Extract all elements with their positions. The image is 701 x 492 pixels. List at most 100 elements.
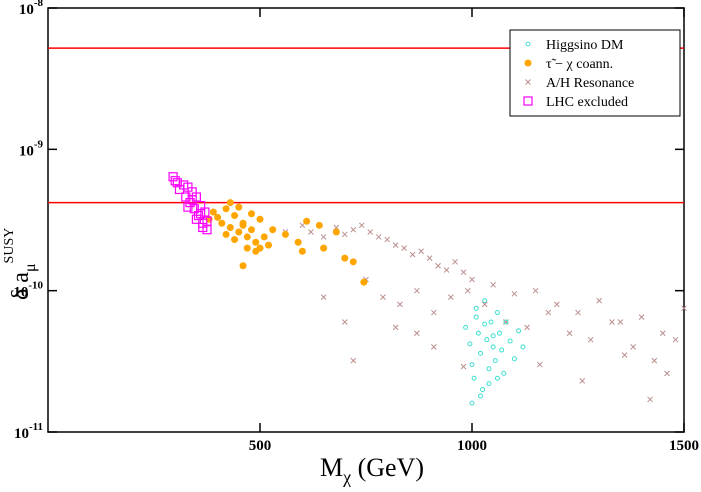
- point: [392, 242, 399, 248]
- point: [226, 223, 234, 231]
- y-tick-label: 10-11: [14, 421, 43, 442]
- point: [367, 229, 374, 235]
- point: [414, 330, 420, 337]
- point: [235, 228, 243, 236]
- plot-frame: [47, 7, 685, 433]
- y-tick-label: 10-8: [19, 0, 44, 18]
- point: [524, 59, 532, 67]
- point: [553, 301, 560, 308]
- point: [218, 219, 226, 227]
- point: [469, 276, 475, 283]
- point: [609, 319, 615, 325]
- point: [579, 378, 586, 384]
- point: [587, 336, 594, 343]
- point: [239, 262, 247, 270]
- point: [520, 344, 526, 350]
- point: [499, 347, 505, 353]
- point: [231, 212, 239, 220]
- point: [471, 375, 477, 381]
- point: [264, 241, 272, 249]
- point: [523, 96, 533, 106]
- point: [380, 294, 386, 300]
- point: [482, 321, 488, 327]
- point: [477, 393, 483, 399]
- point: [486, 381, 492, 387]
- point: [490, 333, 496, 339]
- point: [298, 247, 306, 255]
- point: [214, 213, 222, 221]
- point: [525, 41, 531, 47]
- point: [507, 338, 513, 344]
- point: [664, 370, 670, 377]
- point: [172, 178, 182, 188]
- point: [243, 244, 251, 252]
- point: [452, 258, 458, 265]
- point: [621, 352, 628, 358]
- point: [350, 226, 357, 233]
- point: [384, 236, 391, 243]
- point: [525, 79, 531, 85]
- y-tick-label: 10-10: [13, 280, 43, 301]
- point: [239, 221, 247, 229]
- point: [681, 305, 687, 312]
- point: [480, 386, 486, 392]
- point: [524, 324, 530, 331]
- legend-label: τ̃ − χ coann.: [546, 57, 613, 72]
- point: [231, 236, 239, 244]
- point: [443, 267, 450, 273]
- legend-box: [509, 29, 681, 117]
- x-axis-label: Mχ (GeV): [320, 453, 424, 487]
- point: [494, 375, 500, 381]
- point: [460, 363, 467, 370]
- point: [187, 195, 197, 205]
- point: [303, 217, 311, 225]
- point: [464, 287, 471, 294]
- point: [503, 319, 509, 325]
- point: [501, 370, 507, 376]
- point: [418, 248, 424, 255]
- point: [647, 396, 653, 403]
- point: [447, 294, 454, 300]
- point: [222, 230, 230, 238]
- point: [349, 258, 357, 266]
- x-tick-label: 500: [249, 438, 272, 454]
- point: [516, 328, 522, 334]
- point: [341, 319, 348, 325]
- point: [392, 324, 399, 331]
- point: [358, 222, 365, 229]
- point: [490, 344, 496, 350]
- point: [494, 310, 500, 316]
- point: [252, 238, 260, 246]
- point: [243, 233, 251, 241]
- point: [269, 226, 277, 234]
- point: [350, 357, 357, 364]
- point: [617, 319, 624, 325]
- point: [490, 281, 497, 288]
- point: [467, 341, 473, 347]
- point: [235, 203, 243, 211]
- y-tick-label: 10-9: [19, 138, 44, 159]
- point: [252, 247, 260, 255]
- point: [511, 290, 518, 297]
- point: [532, 287, 539, 294]
- point: [401, 245, 408, 251]
- legend-label: A/H Resonance: [546, 76, 634, 91]
- point: [170, 176, 180, 186]
- point: [492, 358, 498, 364]
- point: [226, 199, 234, 207]
- point: [397, 301, 403, 308]
- point: [430, 344, 437, 350]
- point: [222, 205, 230, 213]
- point: [320, 244, 328, 252]
- point: [638, 314, 645, 320]
- point: [435, 262, 441, 269]
- point: [672, 336, 679, 343]
- x-tick-label: 1000: [457, 438, 487, 454]
- point: [248, 226, 256, 234]
- point: [341, 231, 348, 238]
- y-axis-label: δ aμSUSY: [2, 228, 39, 300]
- point: [473, 314, 479, 320]
- point: [375, 234, 382, 240]
- point: [469, 400, 475, 406]
